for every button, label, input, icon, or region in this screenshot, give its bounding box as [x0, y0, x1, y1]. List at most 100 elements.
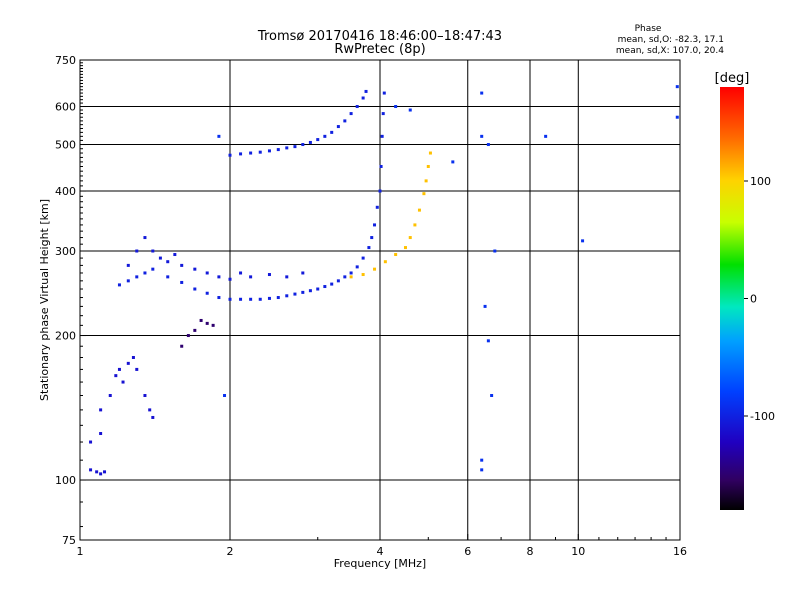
data-point	[403, 246, 407, 250]
data-point	[180, 263, 184, 267]
data-point	[380, 134, 384, 138]
data-point	[675, 85, 679, 89]
data-point	[143, 394, 147, 398]
data-point	[480, 468, 484, 472]
data-point	[126, 263, 130, 267]
data-point	[148, 408, 152, 412]
data-point	[89, 468, 93, 472]
data-point	[361, 96, 365, 100]
data-point	[211, 323, 215, 327]
data-point	[383, 260, 387, 264]
chart-title: Tromsø 20170416 18:46:00–18:47:43	[257, 29, 502, 44]
y-tick-label: 600	[55, 101, 76, 114]
colorbar-tick-label: -100	[750, 410, 775, 423]
data-point	[285, 275, 289, 279]
data-point	[173, 253, 177, 257]
data-point	[151, 267, 155, 271]
stats-o-mode: mean, sd,O: -82.3, 17.1	[618, 35, 724, 45]
data-point	[355, 265, 359, 269]
data-point	[217, 275, 221, 279]
data-point	[143, 236, 147, 240]
data-point	[126, 361, 130, 365]
data-point	[99, 472, 103, 476]
data-point	[581, 239, 585, 243]
data-point	[367, 246, 371, 250]
data-point	[308, 289, 312, 293]
data-point	[422, 192, 426, 196]
data-point	[373, 267, 377, 271]
data-point	[301, 290, 305, 294]
colorbar: [deg] 100 0 -100	[715, 71, 775, 510]
data-point	[373, 223, 377, 227]
data-point	[316, 287, 320, 291]
data-point	[158, 256, 162, 260]
data-point	[408, 236, 412, 240]
data-points	[89, 85, 679, 476]
data-point	[89, 440, 93, 444]
data-point	[99, 432, 103, 436]
data-point	[382, 91, 386, 95]
data-point	[151, 415, 155, 419]
grid-lines	[80, 60, 680, 540]
data-point	[249, 275, 253, 279]
data-point	[135, 275, 139, 279]
x-axis-label: Frequency [MHz]	[334, 557, 426, 570]
data-point	[343, 275, 347, 279]
data-point	[217, 296, 221, 300]
y-tick-label: 75	[62, 534, 76, 547]
data-point	[135, 367, 139, 371]
data-point	[316, 138, 320, 142]
data-point	[228, 297, 232, 301]
chart-subtitle: RwPretec (8p)	[334, 42, 425, 57]
data-point	[258, 150, 262, 154]
stats-x-mode: mean, sd,X: 107.0, 20.4	[616, 46, 724, 56]
data-point	[426, 164, 430, 168]
data-point	[361, 273, 365, 277]
data-point	[428, 151, 432, 155]
data-point	[364, 89, 368, 93]
data-point	[343, 119, 347, 123]
data-point	[370, 236, 374, 240]
data-point	[249, 297, 253, 301]
data-point	[166, 260, 170, 264]
data-point	[99, 408, 103, 412]
data-point	[239, 271, 243, 275]
x-tick-label: 2	[227, 545, 234, 558]
y-tick-label: 400	[55, 185, 76, 198]
data-point	[135, 249, 139, 253]
data-point	[205, 321, 209, 325]
data-point	[267, 273, 271, 277]
data-point	[483, 304, 487, 308]
colorbar-tick-label: 0	[750, 293, 757, 306]
data-point	[424, 179, 428, 183]
data-point	[378, 189, 382, 193]
data-point	[480, 91, 484, 95]
data-point	[108, 394, 112, 398]
data-point	[301, 143, 305, 147]
x-tick-label: 6	[464, 545, 471, 558]
x-tick-label: 10	[571, 545, 585, 558]
data-point	[486, 143, 490, 147]
x-tick-label: 1	[77, 545, 84, 558]
data-point	[267, 296, 271, 300]
data-point	[394, 253, 398, 257]
data-point	[355, 105, 359, 109]
x-tick-label: 16	[673, 545, 687, 558]
data-point	[480, 458, 484, 462]
data-point	[166, 275, 170, 279]
data-point	[394, 105, 398, 109]
data-point	[95, 470, 99, 474]
colorbar-ticks: 100 0 -100	[744, 175, 775, 423]
data-point	[217, 134, 221, 138]
y-tick-label: 500	[55, 139, 76, 152]
data-point	[205, 291, 209, 295]
data-point	[117, 367, 121, 371]
data-point	[193, 328, 197, 332]
y-tick-label: 300	[55, 245, 76, 258]
stats-heading: Phase	[635, 24, 662, 34]
data-point	[186, 334, 190, 338]
data-point	[493, 249, 497, 253]
data-point	[276, 296, 280, 300]
data-point	[330, 130, 334, 134]
data-point	[285, 146, 289, 150]
